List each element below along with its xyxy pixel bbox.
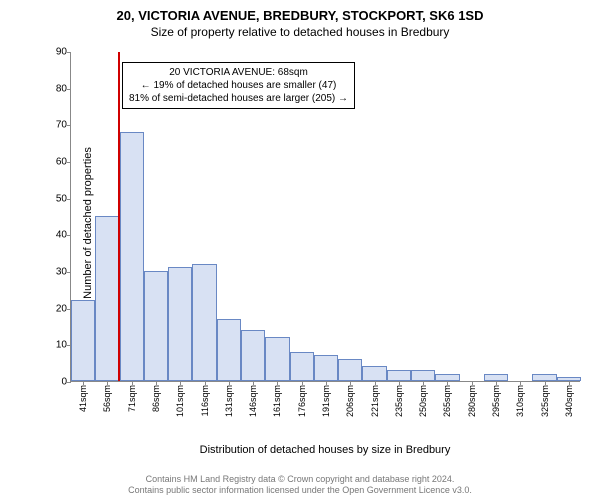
x-tick-mark: [277, 381, 278, 385]
histogram-bar: [484, 374, 508, 381]
x-tick-label: 71sqm: [127, 381, 137, 412]
y-tick-mark: [67, 235, 71, 236]
x-tick-mark: [205, 381, 206, 385]
x-tick-mark: [423, 381, 424, 385]
x-tick-label: 101sqm: [175, 381, 185, 417]
x-tick-mark: [156, 381, 157, 385]
x-tick-label: 131sqm: [224, 381, 234, 417]
x-tick-label: 41sqm: [78, 381, 88, 412]
x-tick-mark: [545, 381, 546, 385]
x-tick-mark: [180, 381, 181, 385]
x-tick-label: 206sqm: [345, 381, 355, 417]
x-tick-mark: [107, 381, 108, 385]
x-tick-label: 221sqm: [370, 381, 380, 417]
x-tick-label: 161sqm: [272, 381, 282, 417]
x-tick-mark: [569, 381, 570, 385]
x-tick-mark: [447, 381, 448, 385]
y-tick-mark: [67, 199, 71, 200]
histogram-bar: [314, 355, 338, 381]
x-tick-label: 250sqm: [418, 381, 428, 417]
histogram-bar: [265, 337, 289, 381]
histogram-bar: [241, 330, 265, 381]
x-tick-mark: [83, 381, 84, 385]
footer-line1: Contains HM Land Registry data © Crown c…: [0, 474, 600, 485]
x-tick-label: 116sqm: [200, 381, 210, 416]
histogram-bar: [144, 271, 168, 381]
histogram-bar: [71, 300, 95, 381]
x-tick-label: 235sqm: [394, 381, 404, 417]
x-tick-mark: [472, 381, 473, 385]
x-tick-mark: [520, 381, 521, 385]
histogram-bar: [120, 132, 144, 381]
x-tick-mark: [253, 381, 254, 385]
x-tick-label: 325sqm: [540, 381, 550, 417]
y-tick-mark: [67, 125, 71, 126]
x-tick-label: 310sqm: [515, 381, 525, 417]
x-tick-label: 86sqm: [151, 381, 161, 412]
annotation-line1: 20 VICTORIA AVENUE: 68sqm: [129, 66, 348, 79]
x-tick-mark: [302, 381, 303, 385]
subject-marker-line: [118, 52, 120, 381]
histogram-bar: [290, 352, 314, 381]
x-tick-label: 280sqm: [467, 381, 477, 417]
page-title: 20, VICTORIA AVENUE, BREDBURY, STOCKPORT…: [0, 8, 600, 23]
histogram-bar: [362, 366, 386, 381]
histogram-bar: [387, 370, 411, 381]
y-tick-mark: [67, 89, 71, 90]
x-tick-label: 265sqm: [442, 381, 452, 417]
x-tick-mark: [132, 381, 133, 385]
y-tick-mark: [67, 162, 71, 163]
x-tick-mark: [229, 381, 230, 385]
annotation-box: 20 VICTORIA AVENUE: 68sqm ← 19% of detac…: [122, 62, 355, 109]
x-tick-label: 340sqm: [564, 381, 574, 417]
histogram-bar: [95, 216, 119, 381]
histogram-bar: [338, 359, 362, 381]
annotation-line2: ← 19% of detached houses are smaller (47…: [129, 79, 348, 92]
x-tick-label: 176sqm: [297, 381, 307, 417]
x-tick-label: 146sqm: [248, 381, 258, 417]
x-tick-mark: [350, 381, 351, 385]
x-tick-mark: [399, 381, 400, 385]
x-tick-label: 56sqm: [102, 381, 112, 412]
plot-area: 20 VICTORIA AVENUE: 68sqm ← 19% of detac…: [70, 52, 580, 382]
x-tick-mark: [496, 381, 497, 385]
histogram-bar: [168, 267, 192, 381]
page-subtitle: Size of property relative to detached ho…: [0, 25, 600, 39]
footer-attribution: Contains HM Land Registry data © Crown c…: [0, 474, 600, 496]
x-tick-label: 191sqm: [321, 381, 331, 417]
histogram-bar: [192, 264, 216, 381]
histogram-chart: Number of detached properties 20 VICTORI…: [48, 52, 588, 422]
histogram-bar: [435, 374, 459, 381]
x-tick-mark: [375, 381, 376, 385]
y-tick-mark: [67, 382, 71, 383]
y-tick-mark: [67, 272, 71, 273]
annotation-line3: 81% of semi-detached houses are larger (…: [129, 92, 348, 105]
x-tick-mark: [326, 381, 327, 385]
histogram-bar: [217, 319, 241, 381]
footer-line2: Contains public sector information licen…: [0, 485, 600, 496]
y-tick-mark: [67, 52, 71, 53]
histogram-bar: [532, 374, 556, 381]
histogram-bar: [411, 370, 435, 381]
x-tick-label: 295sqm: [491, 381, 501, 417]
